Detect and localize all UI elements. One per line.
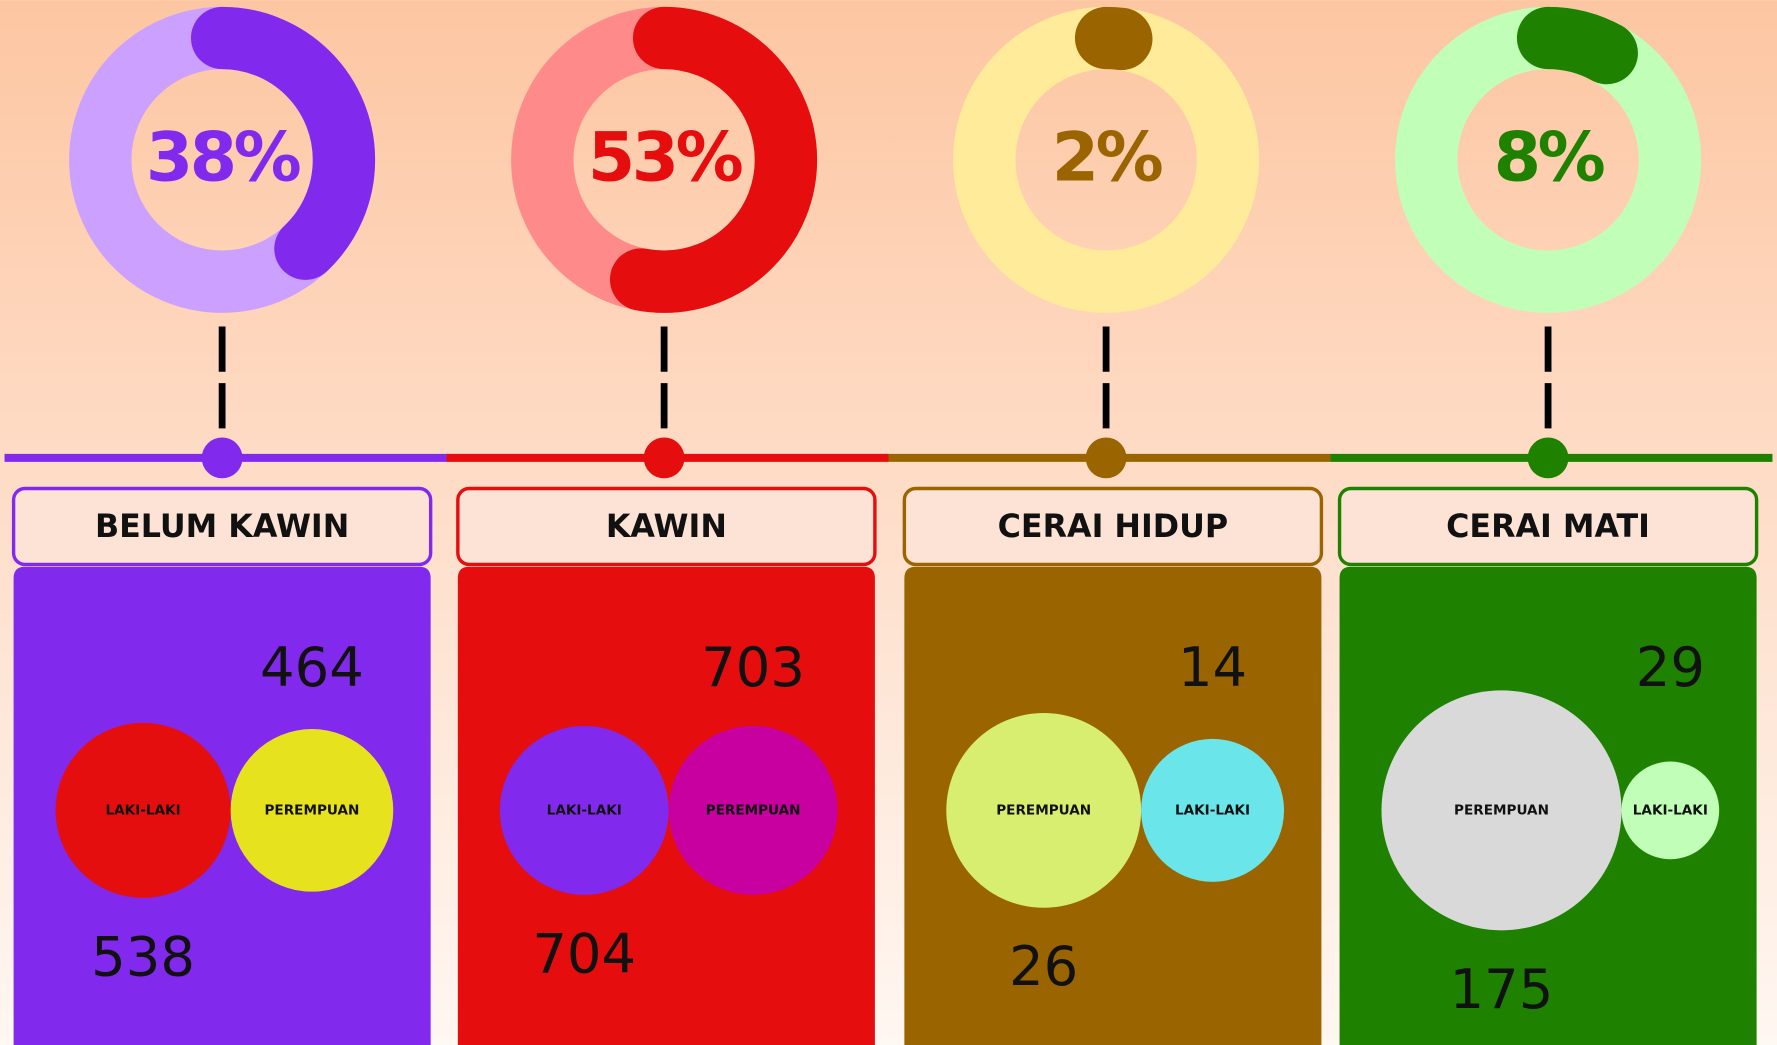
count-label: 703 — [701, 636, 805, 699]
circle-label: PEREMPUAN — [264, 802, 359, 818]
timeline-dot — [1527, 437, 1569, 479]
gender-circle — [499, 725, 669, 895]
title-box — [456, 486, 877, 567]
circle-label: LAKI-LAKI — [547, 802, 622, 818]
gender-circle — [230, 729, 394, 892]
circle-label: LAKI-LAKI — [1175, 802, 1250, 818]
gender-circle — [946, 712, 1142, 908]
title-box — [902, 486, 1324, 567]
donut-arc — [69, 6, 376, 313]
gender-circle — [1141, 738, 1285, 882]
panel-title: KAWIN — [606, 509, 727, 545]
donut-arc — [1395, 6, 1702, 313]
circle-label: PEREMPUAN — [1454, 802, 1549, 818]
panel-title: CERAI MATI — [1446, 509, 1650, 545]
title-box — [1337, 486, 1759, 567]
circle-label: LAKI-LAKI — [106, 802, 181, 818]
percent-label: 38% — [146, 119, 300, 198]
count-label: 464 — [260, 636, 364, 699]
panel-title: CERAI HIDUP — [998, 509, 1228, 545]
timeline-dot — [1085, 437, 1127, 479]
percent-label: 2% — [1052, 119, 1162, 198]
panel-title: BELUM KAWIN — [95, 509, 349, 545]
timeline-dot — [201, 437, 243, 479]
percent-label: 53% — [588, 119, 742, 198]
gender-circle — [1621, 761, 1720, 860]
count-label: 26 — [1009, 935, 1078, 998]
count-label: 14 — [1178, 636, 1247, 699]
percent-label: 8% — [1494, 119, 1604, 198]
donut-arc — [953, 6, 1260, 313]
circle-label: PEREMPUAN — [706, 802, 801, 818]
circle-label: LAKI-LAKI — [1633, 802, 1708, 818]
count-label: 538 — [91, 925, 195, 988]
count-label: 29 — [1636, 636, 1705, 699]
gender-circle — [55, 722, 231, 898]
count-label: 704 — [532, 922, 636, 985]
gender-circle — [1381, 690, 1622, 931]
gender-circle — [668, 725, 838, 895]
donut-arc — [511, 6, 818, 313]
count-label: 175 — [1450, 958, 1554, 1021]
title-box — [11, 486, 433, 567]
circle-label: PEREMPUAN — [996, 802, 1091, 818]
timeline-dot — [643, 437, 685, 479]
